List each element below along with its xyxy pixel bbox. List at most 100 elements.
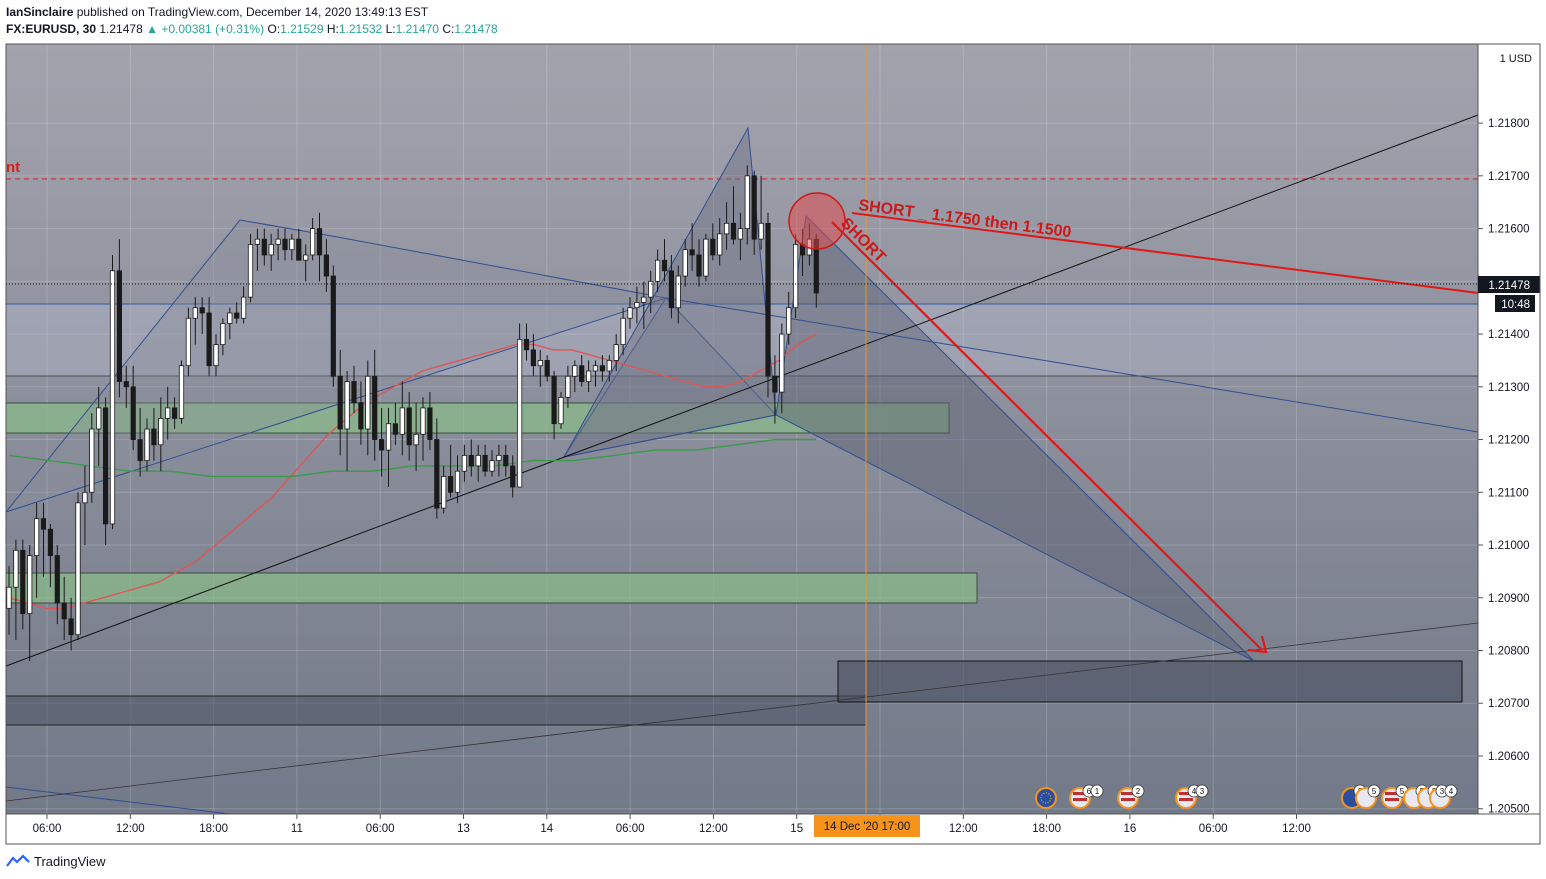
time-axis[interactable] [6, 814, 1478, 844]
candle [779, 323, 785, 414]
moving-average-slow [8, 438, 817, 478]
svg-text:1: 1 [1095, 787, 1100, 796]
candle [268, 233, 274, 271]
us-event-icon[interactable]: 4 3 [1175, 784, 1209, 809]
candle [206, 297, 212, 377]
countdown-label: 10:48 [1501, 299, 1530, 311]
candle [772, 355, 778, 424]
current-price-label: 1.21478 [1488, 280, 1530, 292]
candle [365, 360, 371, 456]
time-tick-label: 06:00 [33, 823, 62, 835]
price-tick-label: 1.20900 [1488, 593, 1530, 605]
candle [730, 186, 737, 245]
last-price: 1.21478 [99, 22, 143, 36]
us-event-icon[interactable]: 6 1 [1069, 784, 1104, 809]
tradingview-logo[interactable]: TradingView [6, 851, 106, 871]
candle [613, 334, 619, 371]
candle [523, 323, 530, 361]
candle [213, 334, 219, 377]
eu-event-icon[interactable]: 3 5 [1341, 784, 1381, 809]
candle [537, 349, 543, 387]
us-event-icon[interactable]: 5 [1381, 784, 1409, 809]
svg-text:2: 2 [1136, 787, 1141, 796]
svg-text:5: 5 [1372, 787, 1377, 796]
target-zone [837, 660, 1463, 703]
price-tick-label: 1.20500 [1488, 804, 1530, 816]
candle [234, 302, 240, 324]
candle [165, 386, 171, 440]
candle [661, 239, 668, 282]
candle [358, 381, 364, 445]
author-name[interactable]: IanSinclaire [6, 5, 74, 19]
candle [96, 386, 102, 466]
time-tick-label: 12:00 [116, 823, 145, 835]
change-arrow-icon: ▲ [146, 22, 158, 36]
candle [171, 397, 178, 429]
candle [751, 170, 757, 255]
candle [399, 381, 405, 456]
target-line[interactable] [851, 212, 1479, 294]
candle [199, 297, 205, 335]
candle [496, 444, 502, 477]
candle [344, 370, 350, 472]
svg-text:4: 4 [1449, 787, 1454, 796]
candle [510, 455, 516, 498]
candle [178, 360, 185, 424]
crosshair-time-label: 14 Dec '20 17:00 [824, 821, 911, 833]
candle [378, 407, 385, 477]
candle [282, 228, 288, 261]
candle [793, 233, 799, 319]
price-tick-label: 1.20700 [1488, 698, 1530, 710]
candle [420, 397, 426, 461]
eu-event-icon[interactable] [1035, 787, 1057, 809]
candle [696, 239, 702, 287]
short-arrow[interactable] [831, 221, 1263, 651]
candle [765, 212, 771, 398]
candle [68, 597, 74, 651]
candle [565, 365, 571, 408]
candle [144, 418, 150, 472]
short-zone-circle[interactable] [788, 192, 846, 250]
candle [737, 212, 744, 261]
crosshair-time-tag [814, 815, 920, 837]
candle [323, 239, 330, 292]
candle [599, 355, 606, 382]
open-value: 1.21529 [280, 22, 324, 36]
candle [758, 175, 764, 250]
candle [434, 418, 440, 519]
candle [627, 297, 633, 329]
candle [61, 576, 67, 640]
price-axis[interactable] [1478, 44, 1540, 814]
uptrend-line [6, 114, 1478, 667]
time-tick-label: 06:00 [366, 823, 395, 835]
candle [40, 502, 47, 577]
pattern-xab [6, 219, 667, 513]
time-tick-label: 06:00 [1199, 823, 1228, 835]
price-tick-label: 1.20800 [1488, 646, 1530, 658]
candle [579, 355, 585, 387]
candle [20, 539, 26, 630]
time-tick-label: 12:00 [949, 823, 978, 835]
time-tick-label: 11 [291, 823, 303, 835]
candlesticks [6, 165, 819, 662]
arrow-head-icon [1247, 635, 1268, 654]
price-tick-label: 1.21200 [1488, 435, 1530, 447]
price-tick-label: 1.21100 [1488, 487, 1529, 499]
candle [289, 233, 295, 261]
candle [103, 397, 109, 546]
candle [392, 402, 399, 445]
candle [261, 228, 267, 266]
candle [185, 307, 191, 377]
low-value: 1.21470 [395, 22, 439, 36]
candle [75, 492, 81, 640]
publish-text: published on TradingView.com, December 1… [76, 5, 429, 19]
candle [689, 223, 695, 271]
symbol-label[interactable]: FX:EURUSD, 30 [6, 22, 97, 36]
price-tick-label: 1.20600 [1488, 751, 1530, 763]
candle [275, 228, 281, 261]
us-event-icon[interactable]: 5 3 3 4 [1403, 784, 1458, 809]
candle [54, 545, 60, 625]
candle [406, 392, 412, 461]
us-event-icon[interactable]: 2 [1117, 784, 1145, 809]
